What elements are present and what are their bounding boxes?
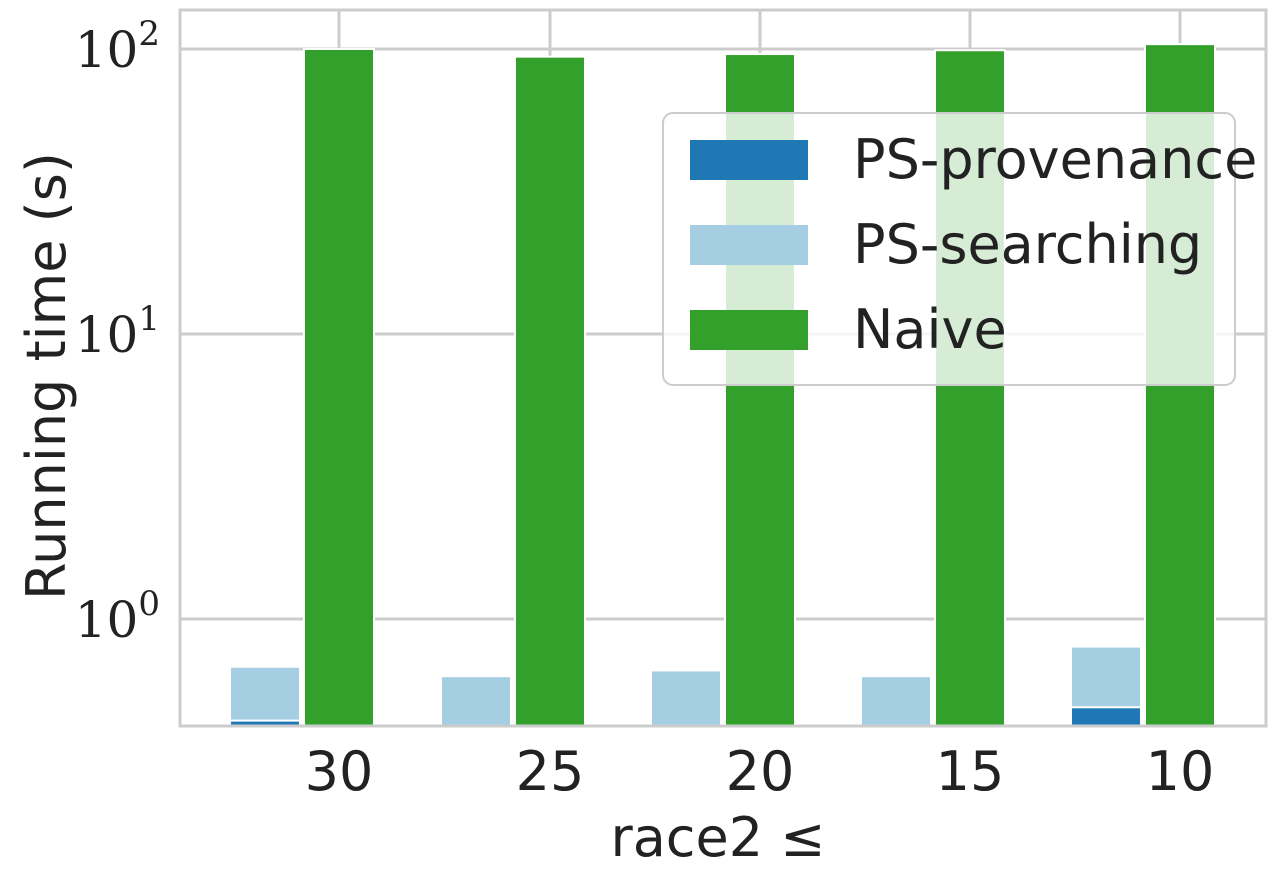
bar-ps-searching-25 <box>440 675 512 727</box>
bar-naive-30 <box>303 48 375 727</box>
bar-ps-provenance-10 <box>1070 706 1142 728</box>
y-tick-label: 102 <box>75 14 160 79</box>
bar-ps-searching-15 <box>860 675 932 727</box>
legend-label: PS-provenance <box>853 128 1257 191</box>
x-tick-label: 30 <box>305 740 374 803</box>
bar-naive-25 <box>514 55 586 727</box>
y-ticks: 100 101 102 <box>75 14 160 649</box>
y-tick-label: 100 <box>75 584 160 649</box>
plot-frame <box>178 8 1268 728</box>
y-axis-label: Running time (s) <box>15 152 78 600</box>
x-ticks: 30 25 20 15 10 <box>305 740 1215 803</box>
legend-label: Naive <box>853 298 1007 361</box>
x-tick-label: 25 <box>516 740 585 803</box>
y-tick-label: 101 <box>75 299 160 364</box>
x-tick-label: 20 <box>726 740 795 803</box>
bar-ps-searching-30 <box>229 665 301 728</box>
legend-swatch <box>690 310 808 350</box>
x-tick-label: 10 <box>1146 740 1215 803</box>
x-tick-label: 15 <box>936 740 1005 803</box>
bar-ps-searching-20 <box>650 669 722 728</box>
x-axis-label: race2 ≤ <box>611 806 826 869</box>
legend: PS-provenance PS-searching Naive <box>662 112 1257 386</box>
legend-label: PS-searching <box>853 213 1202 276</box>
legend-swatch <box>690 225 808 265</box>
legend-swatch <box>690 140 808 180</box>
